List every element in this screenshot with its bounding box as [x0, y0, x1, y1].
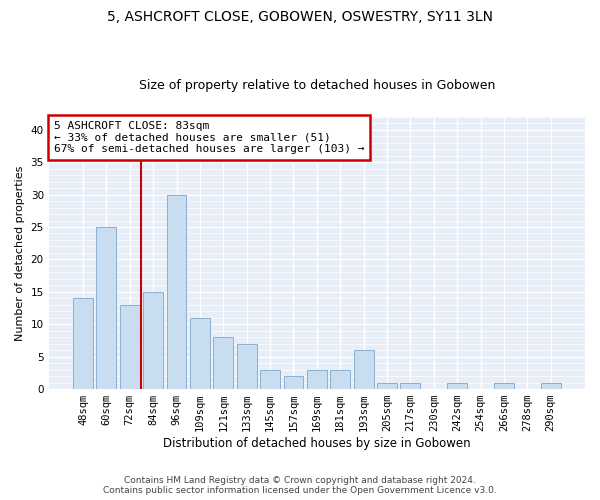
Bar — [284, 376, 304, 389]
Text: 5 ASHCROFT CLOSE: 83sqm
← 33% of detached houses are smaller (51)
67% of semi-de: 5 ASHCROFT CLOSE: 83sqm ← 33% of detache… — [54, 121, 365, 154]
Title: Size of property relative to detached houses in Gobowen: Size of property relative to detached ho… — [139, 79, 495, 92]
Bar — [97, 227, 116, 389]
X-axis label: Distribution of detached houses by size in Gobowen: Distribution of detached houses by size … — [163, 437, 470, 450]
Bar — [190, 318, 210, 389]
Bar — [167, 194, 187, 389]
Bar — [237, 344, 257, 389]
Y-axis label: Number of detached properties: Number of detached properties — [15, 165, 25, 340]
Bar — [330, 370, 350, 389]
Bar — [494, 382, 514, 389]
Bar — [307, 370, 327, 389]
Bar — [353, 350, 374, 389]
Bar — [541, 382, 560, 389]
Bar — [143, 292, 163, 389]
Bar — [377, 382, 397, 389]
Bar — [400, 382, 421, 389]
Bar — [447, 382, 467, 389]
Text: 5, ASHCROFT CLOSE, GOBOWEN, OSWESTRY, SY11 3LN: 5, ASHCROFT CLOSE, GOBOWEN, OSWESTRY, SY… — [107, 10, 493, 24]
Bar — [73, 298, 93, 389]
Bar — [214, 337, 233, 389]
Bar — [120, 305, 140, 389]
Text: Contains HM Land Registry data © Crown copyright and database right 2024.
Contai: Contains HM Land Registry data © Crown c… — [103, 476, 497, 495]
Bar — [260, 370, 280, 389]
